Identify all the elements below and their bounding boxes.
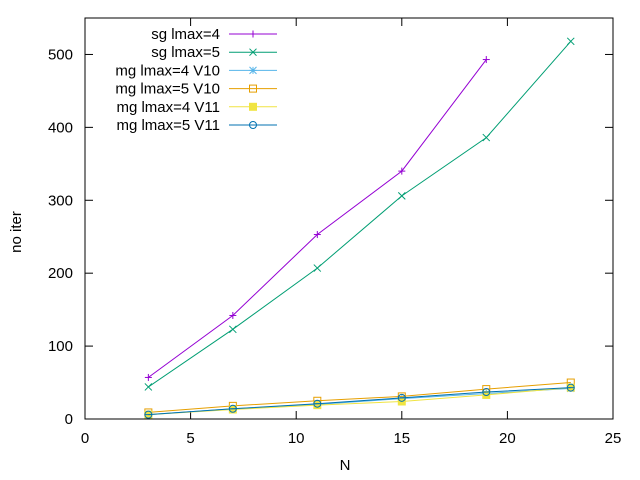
point-marker <box>249 66 257 75</box>
x-axis-label: N <box>340 457 351 474</box>
legend-entry: mg lmax=5 V11 <box>116 117 277 134</box>
legend-label: sg lmax=4 <box>151 26 220 43</box>
series-line <box>148 387 571 416</box>
series-layer <box>144 37 575 419</box>
point-marker <box>249 84 257 93</box>
y-axis-label: no iter <box>8 211 25 253</box>
point-marker <box>249 102 257 111</box>
series-line <box>148 382 571 413</box>
legend-entry: mg lmax=4 V10 <box>115 62 277 79</box>
point-marker <box>397 192 406 200</box>
plot-frame <box>84 17 614 420</box>
y-tick-label: 0 <box>65 411 73 428</box>
x-tick-label: 10 <box>288 430 305 447</box>
point-marker <box>249 48 257 57</box>
legend-entry: sg lmax=5 <box>151 44 277 61</box>
series-1 <box>144 37 575 391</box>
legend-label: mg lmax=4 V10 <box>115 62 220 79</box>
y-tick-label: 200 <box>48 265 73 282</box>
legend-label: mg lmax=5 V10 <box>115 81 220 98</box>
point-marker <box>482 390 491 399</box>
x-tick-label: 0 <box>81 430 89 447</box>
tick-layer: 0 5 10 15 20 25 0 100 200 300 400 500 <box>48 18 621 447</box>
point-marker <box>566 37 575 46</box>
legend-entry: sg lmax=4 <box>151 26 277 43</box>
point-marker <box>228 325 237 334</box>
legend: sg lmax=4sg lmax=5mg lmax=4 V10 mg lmax=5… <box>115 26 277 134</box>
legend-entry: mg lmax=4 V11 <box>116 99 277 116</box>
series-5 <box>144 383 575 419</box>
series-2 <box>144 384 575 419</box>
y-tick-label: 300 <box>48 192 73 209</box>
point-marker <box>144 383 153 391</box>
x-tick-label: 5 <box>186 430 194 447</box>
series-0 <box>144 56 490 381</box>
legend-label: mg lmax=4 V11 <box>116 99 220 116</box>
y-tick-label: 400 <box>48 119 73 136</box>
series-line <box>148 40 572 388</box>
legend-label: mg lmax=5 V11 <box>116 117 220 134</box>
x-tick-label: 15 <box>393 430 410 447</box>
point-marker <box>313 264 322 272</box>
x-tick-label: 25 <box>605 430 622 447</box>
x-tick-label: 20 <box>499 430 516 447</box>
y-tick-label: 500 <box>48 46 73 63</box>
series-line <box>148 387 571 416</box>
legend-entry: mg lmax=5 V10 <box>115 81 277 98</box>
legend-label: sg lmax=5 <box>151 44 220 61</box>
point-marker <box>482 133 491 142</box>
y-tick-label: 100 <box>48 338 73 355</box>
